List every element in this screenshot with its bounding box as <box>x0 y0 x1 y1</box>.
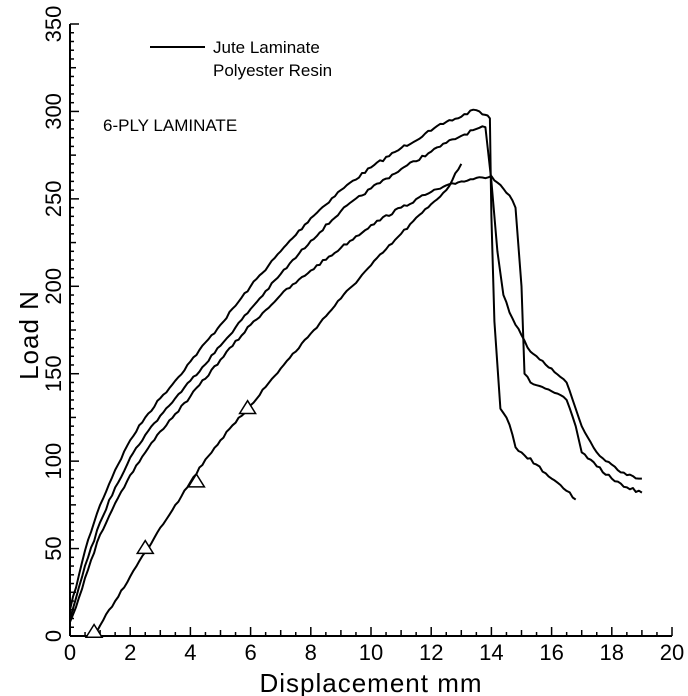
y-tick-label: 150 <box>41 355 66 392</box>
x-tick-label: 8 <box>305 640 317 665</box>
x-tick-label: 0 <box>64 640 76 665</box>
y-axis-title: Load N <box>14 290 44 380</box>
series-line-3 <box>69 175 643 623</box>
x-tick-label: 20 <box>660 640 684 665</box>
triangle-marker <box>135 539 155 555</box>
triangle-marker <box>187 472 206 488</box>
series-line-4 <box>93 163 463 637</box>
x-tick-label: 2 <box>124 640 136 665</box>
legend-entry-line1: Jute Laminate <box>213 38 320 57</box>
series-line-2 <box>69 125 642 619</box>
y-tick-label: 250 <box>41 180 66 217</box>
series-layer <box>69 108 643 637</box>
y-tick-label: 200 <box>41 268 66 305</box>
x-tick-label: 18 <box>600 640 624 665</box>
triangle-marker <box>84 623 104 639</box>
x-tick-label: 14 <box>479 640 503 665</box>
marker-layer <box>84 399 257 639</box>
x-axis-title: Displacement mm <box>259 668 482 696</box>
y-tick-label: 50 <box>41 536 66 560</box>
x-tick-label: 16 <box>539 640 563 665</box>
y-tick-label: 350 <box>41 6 66 43</box>
legend-entry-line2: Polyester Resin <box>213 61 332 80</box>
y-tick-label: 100 <box>41 443 66 480</box>
tick-marks <box>69 23 673 637</box>
y-tick-label: 0 <box>41 630 66 642</box>
y-tick-label: 300 <box>41 93 66 130</box>
x-tick-label: 12 <box>419 640 443 665</box>
triangle-marker <box>238 399 257 415</box>
x-tick-label: 4 <box>184 640 196 665</box>
series-line-1 <box>69 108 577 611</box>
x-tick-label: 10 <box>359 640 383 665</box>
legend: Jute Laminate Polyester Resin <box>150 38 332 80</box>
x-tick-label: 6 <box>244 640 256 665</box>
chart-annotation: 6-PLY LAMINATE <box>103 116 237 135</box>
